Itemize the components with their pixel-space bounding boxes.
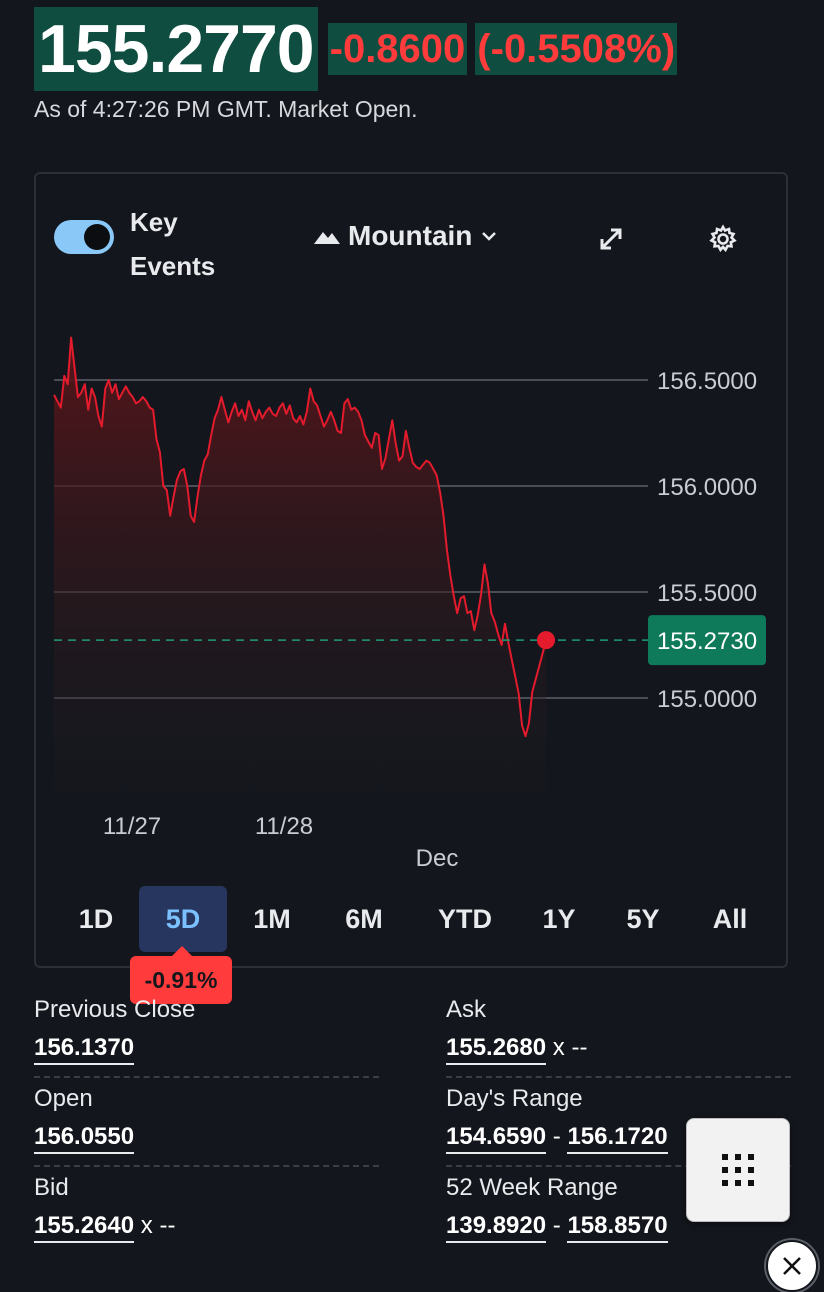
chevron-down-icon — [482, 232, 497, 241]
current-price-tag — [648, 615, 766, 666]
y-tick-label: 156.0000 — [657, 474, 757, 501]
stat-ask: Ask 155.2680 x -- — [446, 996, 791, 1078]
chart-type-label: Mountain — [348, 220, 473, 251]
stat-value: 156.1370 — [34, 1034, 135, 1065]
stat-days-range: Day's Range 154.6590 - 156.1720 — [446, 1085, 791, 1167]
keypad-grid-icon — [722, 1154, 754, 1186]
price-change-percent: (-0.5508%) — [475, 23, 678, 75]
stat-value-low: 154.6590 — [446, 1123, 547, 1154]
last-price: 155.2770 — [34, 7, 318, 91]
stat-label: Open — [34, 1085, 93, 1112]
chart-settings-button[interactable] — [706, 222, 740, 256]
price-line — [53, 336, 547, 738]
range-5y[interactable]: 5Y — [626, 903, 660, 934]
range-1m[interactable]: 1M — [253, 903, 291, 934]
keypad-button[interactable] — [686, 1118, 790, 1222]
divider — [34, 1076, 379, 1078]
toggle-knob — [84, 224, 110, 250]
expand-button[interactable] — [594, 222, 628, 256]
range-6m[interactable]: 6M — [345, 903, 383, 934]
divider — [446, 1165, 791, 1167]
stat-value: 155.2640 — [34, 1212, 135, 1243]
market-status: As of 4:27:26 PM GMT. Market Open. — [34, 96, 418, 122]
area-fill — [54, 337, 546, 794]
stat-open: Open 156.0550 — [34, 1085, 379, 1167]
stat-value: 156.0550 — [34, 1123, 135, 1154]
key-events-toggle[interactable] — [54, 220, 114, 254]
stat-suffix: x -- — [140, 1212, 176, 1239]
range-all[interactable]: All — [712, 903, 748, 934]
x-tick-label: 11/27 — [103, 813, 161, 840]
range-1y[interactable]: 1Y — [542, 903, 576, 934]
stat-value-low: 139.8920 — [446, 1212, 547, 1243]
y-tick-label: 155.5000 — [657, 580, 757, 607]
stat-value-high: 158.8570 — [567, 1212, 668, 1243]
stat-label: Day's Range — [446, 1085, 583, 1112]
price-chart[interactable]: 156.5000 156.0000 155.5000 155.0000 155.2730… — [36, 174, 790, 970]
divider — [446, 1076, 791, 1078]
current-price-dot — [537, 631, 555, 650]
quote-header: 155.2770 -0.8600 (-0.5508%) — [34, 6, 678, 92]
range-1d[interactable]: 1D — [78, 903, 114, 934]
stat-label: Ask — [446, 996, 487, 1023]
stat-value-high: 156.1720 — [567, 1123, 668, 1154]
stat-label: Bid — [34, 1174, 69, 1201]
key-events-label: Key Events — [130, 207, 216, 281]
x-tick-label: Dec — [416, 845, 459, 872]
close-button[interactable] — [766, 1240, 818, 1292]
x-tick-label: 11/28 — [255, 813, 313, 840]
expand-icon — [600, 228, 622, 250]
y-tick-label: 156.5000 — [657, 368, 757, 395]
chart-card: Key Events Mountain 156.5000 156.0000 155.… — [34, 172, 788, 968]
y-tick-label: 155.0000 — [657, 686, 757, 713]
stat-previous-close: Previous Close 156.1370 — [34, 996, 379, 1078]
chart-type-mountain-icon — [314, 232, 340, 244]
range-change-badge: -0.91% — [130, 946, 232, 1004]
chart-type-dropdown[interactable]: Mountain — [314, 220, 498, 252]
gear-icon — [709, 224, 737, 253]
price-change: -0.8600 — [327, 23, 468, 75]
current-price-label: 155.2730 — [657, 628, 757, 655]
stat-label: Previous Close — [34, 996, 196, 1023]
range-5d[interactable]: 5D — [139, 886, 227, 952]
close-icon — [783, 1257, 801, 1275]
stat-bid: Bid 155.2640 x -- — [34, 1174, 379, 1243]
stat-52-week-range: 52 Week Range 139.8920 - 158.8570 — [446, 1174, 791, 1243]
stat-label: 52 Week Range — [446, 1174, 618, 1201]
stat-value: 155.2680 — [446, 1034, 547, 1065]
divider — [34, 1165, 379, 1167]
range-selector: 1D 5D 1M 6M YTD 1Y 5Y All — [54, 886, 774, 952]
range-ytd[interactable]: YTD — [438, 903, 492, 934]
stat-suffix: x -- — [552, 1034, 588, 1061]
